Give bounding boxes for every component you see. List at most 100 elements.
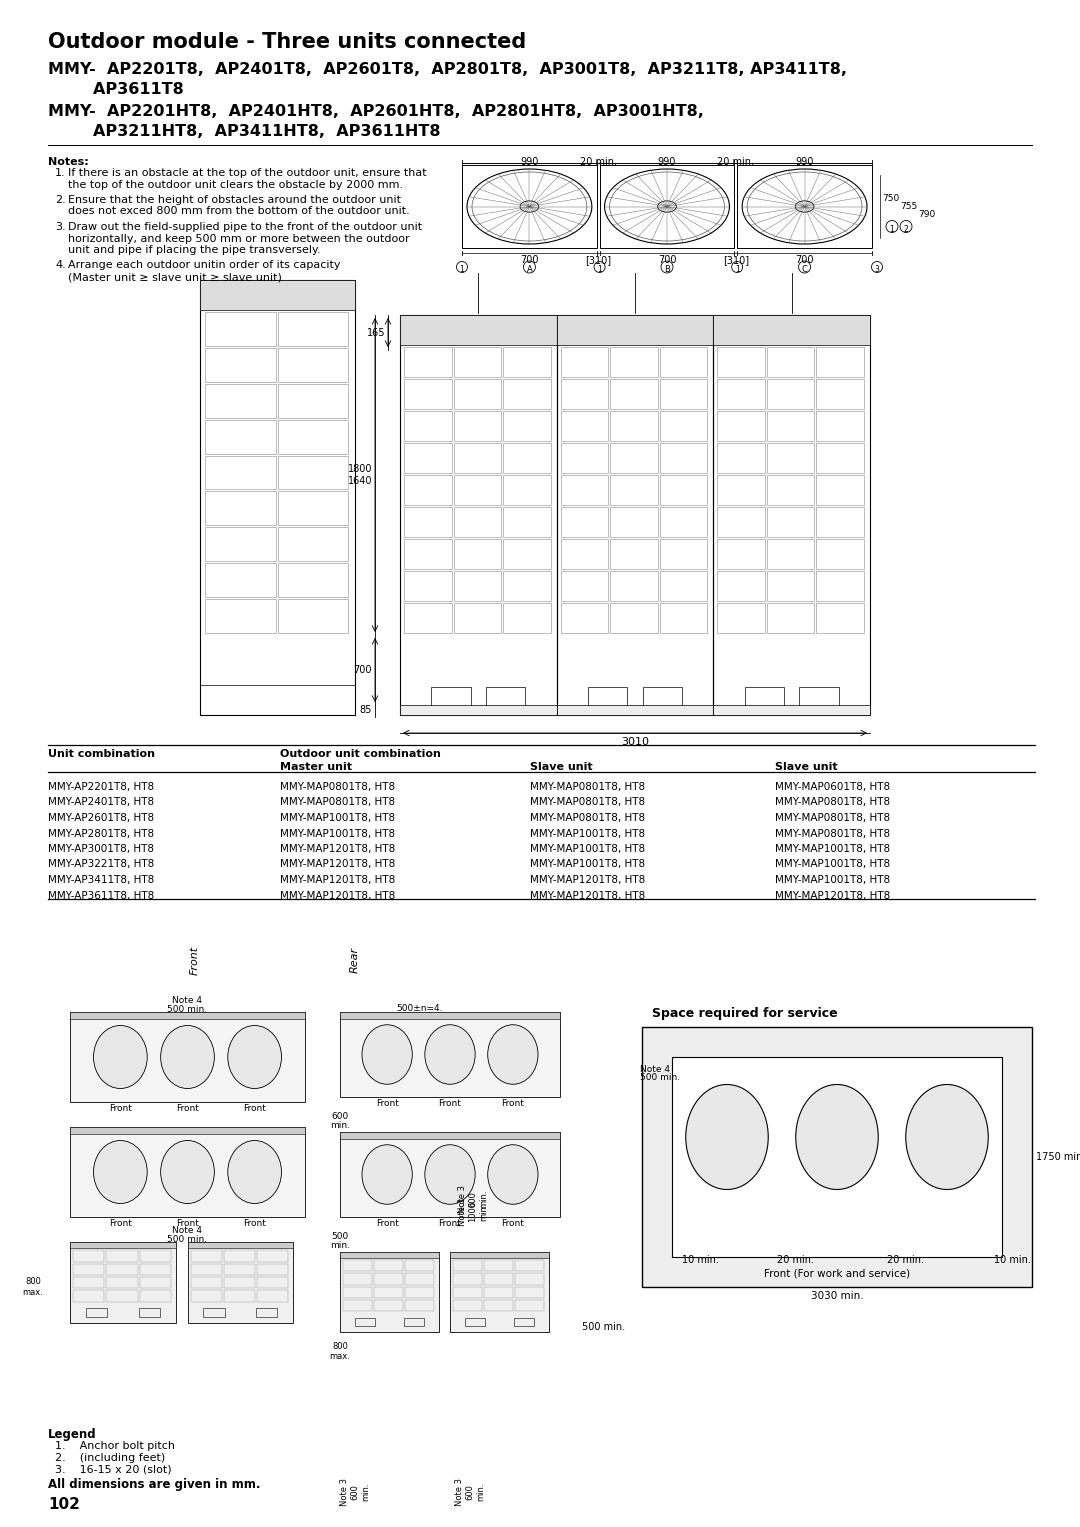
- Text: 3.: 3.: [55, 221, 66, 232]
- Bar: [404, 507, 451, 538]
- Text: Rear: Rear: [350, 947, 360, 973]
- Ellipse shape: [521, 202, 539, 212]
- Text: Outdoor module - Three units connected: Outdoor module - Three units connected: [48, 32, 526, 52]
- Bar: [717, 475, 765, 505]
- Bar: [404, 475, 451, 505]
- Text: Outdoor unit combination: Outdoor unit combination: [280, 750, 441, 759]
- Bar: [205, 527, 275, 562]
- Bar: [404, 603, 451, 634]
- Bar: [660, 539, 707, 570]
- Bar: [464, 1318, 485, 1325]
- Bar: [561, 411, 608, 441]
- Bar: [190, 1290, 221, 1301]
- Text: Legend: Legend: [48, 1428, 96, 1441]
- Text: 2.: 2.: [55, 195, 66, 205]
- Bar: [404, 443, 451, 473]
- Text: Master unit: Master unit: [280, 762, 352, 773]
- Text: 500 min.: 500 min.: [167, 1235, 207, 1245]
- Text: MMY-MAP1001T8, HT8: MMY-MAP1001T8, HT8: [775, 844, 890, 854]
- Bar: [343, 1274, 372, 1284]
- Bar: [588, 687, 627, 707]
- Bar: [70, 1127, 305, 1217]
- Text: 102: 102: [48, 1496, 80, 1512]
- Bar: [257, 1290, 288, 1301]
- Bar: [514, 1318, 535, 1325]
- Bar: [454, 571, 501, 602]
- Text: min.: min.: [330, 1241, 350, 1251]
- Bar: [454, 443, 501, 473]
- Bar: [816, 379, 864, 409]
- Bar: [717, 379, 765, 409]
- Bar: [717, 347, 765, 377]
- Text: 3010: 3010: [621, 738, 649, 747]
- Text: Ensure that the height of obstacles around the outdoor unit: Ensure that the height of obstacles arou…: [68, 195, 401, 205]
- Text: Front (For work and service): Front (For work and service): [764, 1269, 910, 1280]
- Bar: [561, 603, 608, 634]
- Text: 2.    (including feet): 2. (including feet): [55, 1454, 165, 1463]
- Text: 1: 1: [734, 264, 740, 273]
- Bar: [484, 1260, 513, 1272]
- Text: MMY-AP2201T8, HT8: MMY-AP2201T8, HT8: [48, 782, 154, 793]
- Text: MMY-MAP0801T8, HT8: MMY-MAP0801T8, HT8: [775, 797, 890, 808]
- Circle shape: [798, 261, 811, 273]
- Ellipse shape: [228, 1141, 282, 1203]
- Ellipse shape: [906, 1084, 988, 1190]
- Bar: [672, 1057, 1002, 1257]
- Bar: [400, 705, 556, 715]
- Bar: [660, 603, 707, 634]
- Bar: [556, 315, 713, 715]
- Bar: [431, 687, 471, 707]
- Bar: [610, 379, 658, 409]
- Bar: [278, 348, 348, 382]
- Text: 3.    16-15 x 20 (slot): 3. 16-15 x 20 (slot): [55, 1464, 172, 1475]
- Ellipse shape: [488, 1025, 538, 1084]
- Bar: [278, 312, 348, 347]
- Ellipse shape: [795, 202, 814, 212]
- Bar: [224, 1290, 255, 1301]
- Bar: [278, 383, 348, 418]
- Bar: [278, 492, 348, 525]
- Bar: [610, 571, 658, 602]
- Text: MMY-MAP1001T8, HT8: MMY-MAP1001T8, HT8: [280, 812, 395, 823]
- Circle shape: [661, 261, 673, 273]
- Bar: [484, 1299, 513, 1312]
- Ellipse shape: [161, 1141, 214, 1203]
- Bar: [200, 279, 355, 715]
- Bar: [484, 1274, 513, 1284]
- Text: 1640: 1640: [348, 476, 372, 486]
- Text: B: B: [664, 264, 670, 273]
- Bar: [86, 1309, 107, 1316]
- Bar: [610, 347, 658, 377]
- Circle shape: [886, 220, 897, 232]
- Circle shape: [457, 261, 468, 272]
- Bar: [816, 539, 864, 570]
- Text: Front: Front: [438, 1219, 461, 1228]
- Text: Note 3
600
min.: Note 3 600 min.: [340, 1478, 369, 1506]
- Bar: [404, 1318, 424, 1325]
- Text: 500: 500: [332, 1232, 349, 1241]
- Bar: [138, 1309, 160, 1316]
- Text: All dimensions are given in mm.: All dimensions are given in mm.: [48, 1478, 260, 1490]
- Bar: [278, 420, 348, 454]
- Bar: [278, 563, 348, 597]
- Bar: [70, 1012, 305, 1102]
- Text: MMY-AP3001T8, HT8: MMY-AP3001T8, HT8: [48, 844, 154, 854]
- Bar: [374, 1299, 403, 1312]
- Bar: [70, 1241, 176, 1249]
- Text: 20 min.: 20 min.: [777, 1255, 814, 1264]
- Text: 3030 min.: 3030 min.: [811, 1290, 863, 1301]
- Ellipse shape: [796, 1084, 878, 1190]
- Text: 165: 165: [366, 327, 384, 337]
- Bar: [816, 571, 864, 602]
- Bar: [767, 347, 814, 377]
- Bar: [503, 475, 551, 505]
- Bar: [343, 1299, 372, 1312]
- Bar: [561, 443, 608, 473]
- Bar: [374, 1274, 403, 1284]
- Bar: [405, 1260, 434, 1272]
- Text: 10 min.: 10 min.: [681, 1255, 719, 1264]
- Bar: [454, 507, 501, 538]
- Text: MMY-MAP1201T8, HT8: MMY-MAP1201T8, HT8: [280, 844, 395, 854]
- Text: 700: 700: [795, 255, 814, 266]
- Bar: [205, 599, 275, 634]
